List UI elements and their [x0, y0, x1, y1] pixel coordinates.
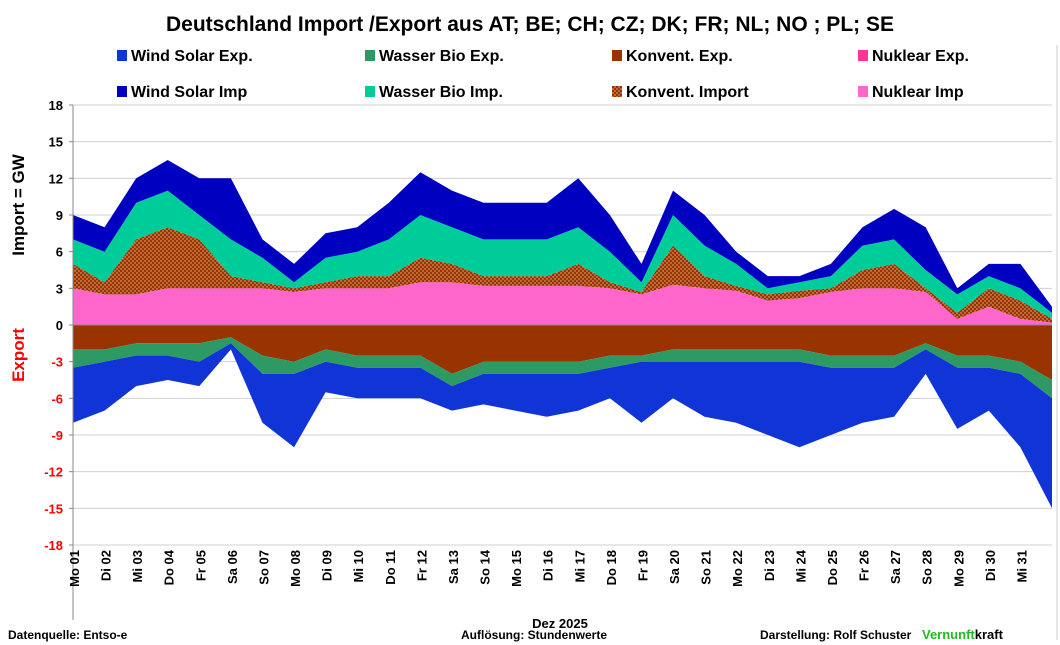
- y-tick-label: 6: [56, 245, 63, 260]
- y-axis-label-export: Export: [9, 328, 28, 382]
- legend: Wind Solar Exp. Wasser Bio Exp. Konvent. E…: [117, 48, 969, 101]
- legend-swatch: [365, 50, 375, 61]
- area-wasser-bio-imp-: [73, 190, 1052, 319]
- x-tick-label: Di 09: [320, 550, 335, 581]
- x-tick-label: Sa 27: [888, 550, 903, 584]
- x-tick-label: Fr 19: [635, 550, 650, 581]
- legend-label: Wasser Bio Exp.: [379, 48, 504, 65]
- legend-label: Wasser Bio Imp.: [379, 84, 503, 101]
- x-tick-label: Mo 01: [67, 550, 82, 587]
- legend-swatch: [612, 50, 622, 61]
- x-tick-label: So 07: [256, 550, 271, 585]
- footer-author: Darstellung: Rolf Schuster: [760, 628, 912, 642]
- x-axis-label: Dez 2025: [532, 616, 588, 631]
- x-tick-label: Do 25: [825, 550, 840, 585]
- y-tick-label: -9: [51, 428, 63, 443]
- x-tick-label: Sa 20: [667, 550, 682, 584]
- area-konvent-exp-: [73, 325, 1052, 380]
- footer-resolution: Auflösung: Stundenwerte: [461, 628, 607, 642]
- y-tick-label: 9: [56, 208, 63, 223]
- x-tick-label: Do 04: [162, 549, 177, 585]
- footer-source: Datenquelle: Entso-e: [8, 628, 128, 642]
- x-tick-label: Mi 31: [1014, 550, 1029, 583]
- y-tick-label: -18: [44, 538, 63, 553]
- y-tick-label: 3: [56, 281, 63, 296]
- y-axis-label-import: Import = GW: [9, 153, 28, 255]
- area-nuklear-imp: [73, 282, 1052, 325]
- x-tick-label: Sa 13: [446, 550, 461, 584]
- y-tick-label: 15: [49, 135, 63, 150]
- x-tick-label: Fr 12: [414, 550, 429, 581]
- legend-swatch: [365, 86, 375, 97]
- legend-label: Nuklear Exp.: [872, 48, 969, 65]
- x-tick-label: Di 02: [99, 550, 114, 581]
- x-tick-label: Mo 29: [951, 550, 966, 587]
- brand-black: kraft: [975, 627, 1004, 642]
- legend-label: Konvent. Exp.: [626, 48, 733, 65]
- area-wind-solar-imp: [73, 160, 1052, 313]
- x-tick-label: Di 16: [541, 550, 556, 581]
- x-tick-label: So 14: [478, 549, 493, 584]
- x-tick-label: Fr 05: [193, 550, 208, 581]
- legend-label: Wind Solar Imp: [131, 84, 248, 101]
- legend-label: Wind Solar Exp.: [131, 48, 253, 65]
- x-tick-label: Mo 15: [509, 550, 524, 587]
- x-tick-label: Do 18: [604, 550, 619, 585]
- brand-green: Vernunft: [922, 627, 975, 642]
- x-tick-label: Mi 10: [351, 550, 366, 583]
- x-tick-label: Sa 06: [225, 550, 240, 584]
- legend-swatch: [117, 86, 127, 97]
- x-tick-label: Mi 24: [793, 549, 808, 582]
- x-tick-label: Mo 08: [288, 550, 303, 587]
- y-tick-label: -3: [51, 355, 63, 370]
- area-konvent-import: [73, 227, 1052, 323]
- x-tick-label: So 21: [699, 550, 714, 585]
- footer-brand: Vernunftkraft: [922, 627, 1004, 642]
- y-tick-label: -12: [44, 465, 63, 480]
- y-tick-label: -15: [44, 501, 63, 516]
- area-wind-solar-exp-: [73, 343, 1052, 509]
- legend-swatch: [117, 50, 127, 61]
- y-tick-label: 18: [49, 98, 63, 113]
- y-tick-label: 0: [56, 318, 63, 333]
- axes: 18 15 12 9 6 3 0 -3 -6 -9 -12 -15 -18 Mo 01 Di 02 Mi 03…: [44, 45, 1058, 640]
- x-tick-label: So 28: [920, 550, 935, 585]
- x-tick-label: Do 11: [383, 550, 398, 585]
- chart-title: Deutschland Import /Export aus AT; BE; C…: [166, 13, 894, 36]
- area-wasser-bio-exp-: [73, 337, 1052, 399]
- legend-label: Nuklear Imp: [872, 84, 964, 101]
- x-tick-label: Mo 22: [730, 550, 745, 587]
- x-tick-label: Di 30: [983, 550, 998, 581]
- legend-swatch: [858, 50, 868, 61]
- series-areas: [73, 160, 1052, 509]
- legend-swatch: [612, 86, 622, 97]
- y-tick-label: 12: [49, 171, 63, 186]
- legend-label: Konvent. Import: [626, 84, 749, 101]
- y-tick-label: -6: [51, 391, 63, 406]
- x-tick-label: Di 23: [762, 550, 777, 581]
- x-tick-label: Fr 26: [857, 550, 872, 581]
- x-tick-label: Mi 03: [130, 550, 145, 583]
- legend-swatch: [858, 86, 868, 97]
- x-tick-label: Mi 17: [572, 550, 587, 583]
